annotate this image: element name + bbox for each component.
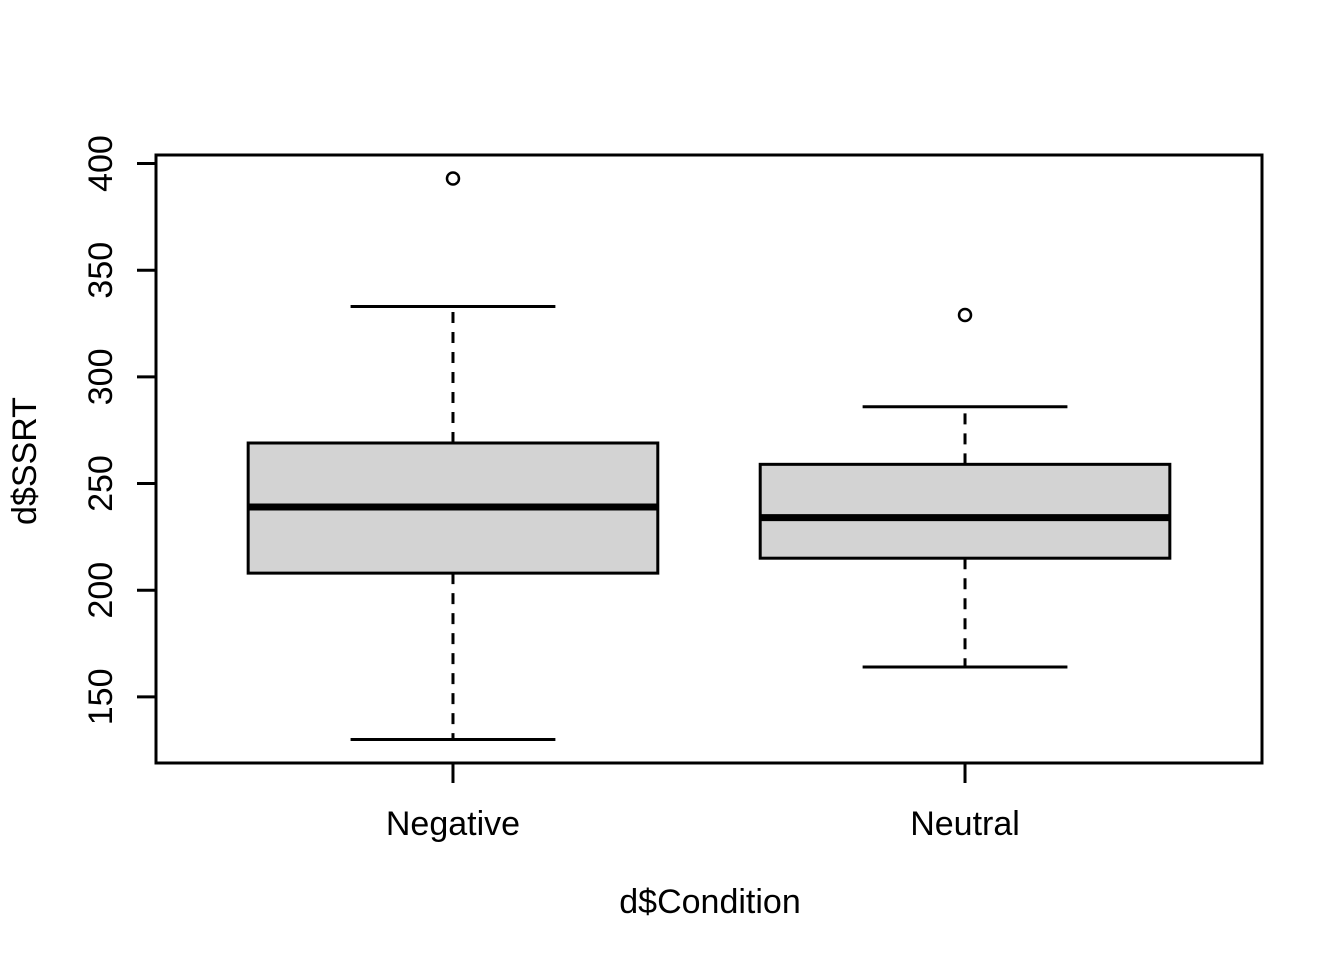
outlier-point-negative (445, 171, 461, 186)
y-tick-label-400: 400 (82, 135, 120, 192)
boxes-layer (246, 171, 1172, 742)
y-tick-label-150: 150 (82, 668, 120, 725)
plot-border (154, 153, 1264, 765)
axis-layer: Negative Neutral 150 200 250 300 350 400 (82, 135, 1020, 843)
iqr-box-neutral (758, 462, 1172, 560)
y-tick-label-350: 350 (82, 242, 120, 299)
x-axis-title: d$Condition (619, 883, 800, 921)
x-tick-label-neutral: Neutral (910, 805, 1020, 843)
x-tick-label-negative: Negative (386, 805, 520, 843)
y-tick-label-250: 250 (82, 455, 120, 512)
y-tick-label-200: 200 (82, 562, 120, 619)
y-axis-title: d$SSRT (6, 397, 44, 525)
y-tick-label-300: 300 (82, 348, 120, 405)
outlier-point-neutral (957, 307, 973, 323)
